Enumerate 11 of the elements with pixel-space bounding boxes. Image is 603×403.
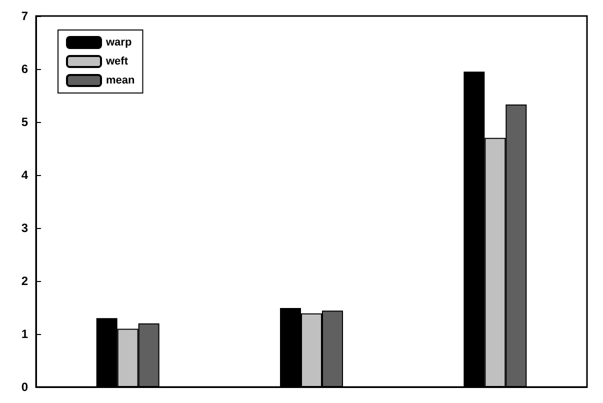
y-tick-label: 6	[21, 62, 28, 76]
y-tick-label: 3	[21, 221, 28, 235]
y-tick-label: 0	[21, 380, 28, 394]
y-tick-label: 2	[21, 274, 28, 288]
legend-label: mean	[106, 74, 136, 86]
y-tick-label: 7	[21, 9, 28, 23]
legend-label: warp	[105, 36, 132, 48]
y-tick-label: 1	[21, 327, 28, 341]
legend-label: weft	[105, 56, 128, 68]
y-tick-label: 4	[21, 168, 28, 182]
y-tick-label: 5	[21, 115, 28, 129]
